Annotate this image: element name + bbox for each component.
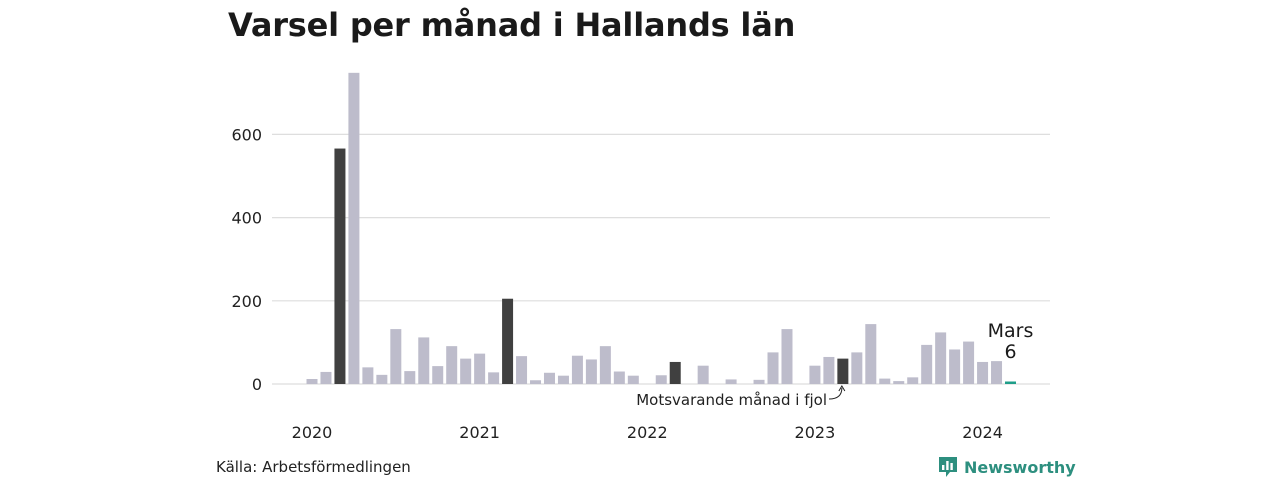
annotation-arrowhead bbox=[838, 385, 846, 392]
x-tick-label: 2021 bbox=[459, 423, 500, 442]
bar-2023-01 bbox=[809, 365, 821, 384]
bar-2022-03 bbox=[669, 361, 681, 384]
bar-2020-06 bbox=[376, 374, 388, 384]
bar-2020-12 bbox=[460, 358, 472, 384]
brand-logo: Newsworthy bbox=[938, 456, 1076, 478]
current-month-label: Mars bbox=[988, 320, 1034, 342]
bars bbox=[306, 72, 1016, 384]
bar-2023-05 bbox=[865, 324, 877, 384]
x-axis-labels: 2020 2021 2022 2023 2024 bbox=[292, 423, 1003, 442]
bar-2020-03 bbox=[334, 148, 346, 384]
bar-2020-08 bbox=[404, 371, 416, 384]
x-tick-label: 2024 bbox=[962, 423, 1003, 442]
bar-2024-02 bbox=[991, 361, 1003, 384]
bar-2021-05 bbox=[530, 380, 542, 384]
bar-2023-11 bbox=[949, 349, 961, 384]
bar-2022-02 bbox=[655, 375, 667, 384]
bar-2020-04 bbox=[348, 72, 360, 384]
bar-2023-07 bbox=[893, 381, 905, 384]
bar-2021-10 bbox=[599, 346, 611, 384]
current-value-label: 6 bbox=[1004, 341, 1016, 363]
bar-2021-03 bbox=[502, 298, 514, 384]
bar-2022-10 bbox=[767, 352, 779, 384]
bar-2021-09 bbox=[585, 359, 597, 384]
bar-2022-07 bbox=[725, 379, 737, 384]
bar-2023-03 bbox=[837, 358, 849, 384]
x-tick-label: 2022 bbox=[627, 423, 668, 442]
bar-2023-12 bbox=[963, 341, 975, 384]
bar-2023-06 bbox=[879, 378, 891, 384]
bar-2020-10 bbox=[432, 366, 444, 384]
bar-2020-01 bbox=[306, 379, 318, 384]
y-tick-label: 200 bbox=[231, 292, 262, 311]
bar-2021-11 bbox=[613, 371, 625, 384]
x-tick-label: 2023 bbox=[795, 423, 836, 442]
bar-2021-07 bbox=[557, 375, 569, 384]
grid-lines bbox=[272, 133, 1050, 385]
y-tick-label: 0 bbox=[252, 375, 262, 394]
bar-2023-10 bbox=[935, 332, 947, 384]
bar-2024-03 bbox=[1005, 381, 1016, 384]
bar-2023-02 bbox=[823, 356, 835, 384]
bar-2020-09 bbox=[418, 337, 430, 384]
bar-2022-05 bbox=[697, 365, 709, 384]
bar-2020-05 bbox=[362, 367, 374, 384]
bar-2021-04 bbox=[516, 356, 528, 384]
chart-title: Varsel per månad i Hallands län bbox=[228, 6, 796, 44]
source-note: Källa: Arbetsförmedlingen bbox=[216, 458, 411, 476]
y-axis-labels: 0 200 400 600 bbox=[231, 125, 262, 394]
bar-2020-07 bbox=[390, 329, 402, 384]
bar-2021-01 bbox=[474, 353, 486, 384]
x-tick-label: 2020 bbox=[292, 423, 333, 442]
bar-2023-04 bbox=[851, 352, 863, 384]
bar-2021-08 bbox=[571, 355, 583, 384]
bar-2020-02 bbox=[320, 371, 332, 384]
bar-2023-09 bbox=[921, 344, 933, 384]
bar-2022-09 bbox=[753, 379, 765, 384]
brand-name: Newsworthy bbox=[964, 457, 1076, 477]
bar-2021-12 bbox=[627, 375, 639, 384]
newsworthy-icon bbox=[939, 457, 957, 477]
same-month-annotation: Motsvarande månad i fjol bbox=[636, 391, 827, 409]
bar-2021-06 bbox=[543, 372, 555, 384]
bar-2024-01 bbox=[977, 361, 989, 384]
y-tick-label: 600 bbox=[231, 125, 262, 144]
y-tick-label: 400 bbox=[231, 209, 262, 228]
bar-2022-11 bbox=[781, 329, 793, 384]
bar-2023-08 bbox=[907, 377, 919, 384]
bar-2020-11 bbox=[446, 346, 458, 384]
bar-2021-02 bbox=[488, 372, 500, 384]
annotation-arrow bbox=[828, 387, 843, 400]
